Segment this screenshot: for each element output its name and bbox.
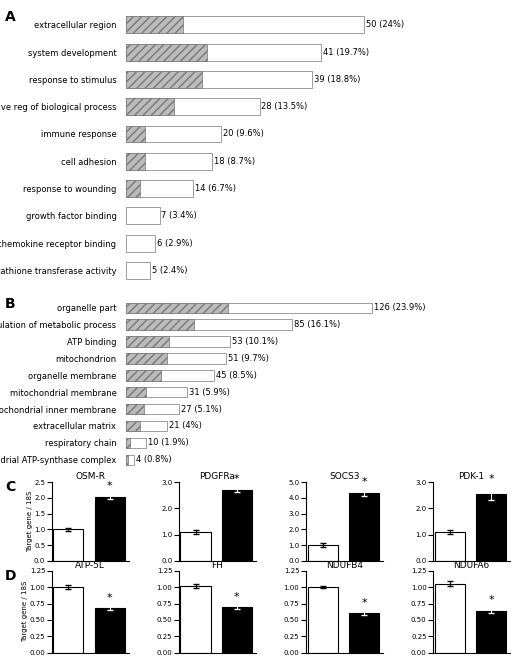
- Text: B: B: [5, 297, 16, 310]
- Bar: [126, 44, 207, 60]
- Bar: [180, 532, 211, 561]
- Bar: [126, 319, 195, 330]
- Bar: [54, 587, 83, 653]
- Text: 31 (5.9%): 31 (5.9%): [188, 388, 230, 397]
- Text: *: *: [488, 596, 494, 605]
- Text: C: C: [5, 480, 15, 494]
- Text: 27 (5.1%): 27 (5.1%): [181, 405, 221, 413]
- Bar: [180, 586, 211, 653]
- Text: 18 (8.7%): 18 (8.7%): [214, 157, 255, 166]
- Bar: [126, 71, 202, 88]
- Bar: [126, 180, 193, 197]
- Bar: [126, 438, 146, 448]
- Bar: [435, 584, 465, 653]
- Text: 51 (9.7%): 51 (9.7%): [228, 354, 268, 363]
- Bar: [126, 387, 186, 398]
- Bar: [126, 387, 146, 398]
- Bar: [126, 455, 134, 465]
- Bar: [126, 98, 174, 115]
- Text: *: *: [234, 592, 239, 602]
- Bar: [126, 353, 226, 363]
- Text: 50 (24%): 50 (24%): [366, 20, 404, 30]
- Bar: [126, 438, 130, 448]
- Bar: [126, 404, 144, 415]
- Bar: [476, 494, 506, 561]
- Bar: [435, 532, 465, 561]
- Text: 41 (19.7%): 41 (19.7%): [323, 48, 370, 56]
- Text: 10 (1.9%): 10 (1.9%): [148, 438, 188, 447]
- Title: FH: FH: [211, 561, 223, 570]
- Text: *: *: [107, 593, 113, 603]
- Text: *: *: [361, 477, 367, 487]
- Bar: [307, 545, 338, 561]
- Bar: [126, 153, 212, 170]
- Bar: [222, 490, 252, 561]
- Text: *: *: [361, 598, 367, 608]
- Bar: [476, 611, 506, 653]
- Text: 14 (6.7%): 14 (6.7%): [195, 184, 236, 193]
- Text: 53 (10.1%): 53 (10.1%): [232, 337, 278, 346]
- Bar: [126, 235, 154, 251]
- Title: NDUFA6: NDUFA6: [453, 561, 489, 570]
- Bar: [126, 353, 167, 363]
- Bar: [126, 180, 141, 197]
- Text: *: *: [107, 481, 113, 491]
- Bar: [126, 337, 169, 347]
- Bar: [95, 608, 125, 653]
- Text: 4 (0.8%): 4 (0.8%): [136, 455, 171, 464]
- Bar: [126, 302, 372, 313]
- Text: 28 (13.5%): 28 (13.5%): [262, 102, 308, 111]
- Bar: [222, 607, 252, 653]
- Bar: [126, 370, 161, 380]
- Bar: [307, 587, 338, 653]
- Text: 126 (23.9%): 126 (23.9%): [374, 303, 425, 312]
- Bar: [126, 319, 292, 330]
- Bar: [126, 302, 228, 313]
- Text: 20 (9.6%): 20 (9.6%): [224, 129, 264, 138]
- Bar: [126, 337, 230, 347]
- Bar: [126, 98, 260, 115]
- Bar: [126, 125, 221, 142]
- Bar: [126, 262, 150, 279]
- Bar: [126, 44, 321, 60]
- Title: PDGFRa: PDGFRa: [199, 472, 235, 482]
- Text: 21 (4%): 21 (4%): [169, 421, 202, 430]
- Bar: [349, 493, 379, 561]
- Text: 7 (3.4%): 7 (3.4%): [161, 211, 197, 220]
- Bar: [126, 455, 128, 465]
- Text: 6 (2.9%): 6 (2.9%): [157, 239, 192, 247]
- Bar: [126, 71, 312, 88]
- Bar: [126, 16, 365, 33]
- Bar: [126, 125, 145, 142]
- Bar: [126, 420, 140, 431]
- Text: A: A: [5, 10, 16, 24]
- Bar: [95, 497, 125, 561]
- Bar: [54, 529, 83, 561]
- Bar: [126, 207, 160, 224]
- Text: *: *: [488, 474, 494, 484]
- Text: *: *: [234, 474, 239, 483]
- Title: OSM-R: OSM-R: [75, 472, 105, 482]
- Text: 45 (8.5%): 45 (8.5%): [216, 371, 257, 380]
- Title: NDUFB4: NDUFB4: [325, 561, 363, 570]
- Text: 39 (18.8%): 39 (18.8%): [314, 75, 360, 84]
- Bar: [126, 404, 179, 415]
- Y-axis label: Target gene / 18S: Target gene / 18S: [22, 581, 28, 642]
- Bar: [126, 16, 183, 33]
- Title: ATP-5L: ATP-5L: [75, 561, 105, 570]
- Text: 5 (2.4%): 5 (2.4%): [152, 266, 187, 275]
- Bar: [126, 420, 167, 431]
- Title: PDK-1: PDK-1: [458, 472, 485, 482]
- Title: SOCS3: SOCS3: [329, 472, 359, 482]
- Bar: [349, 613, 379, 653]
- Text: D: D: [5, 569, 16, 583]
- Bar: [126, 370, 214, 380]
- Bar: [126, 153, 145, 170]
- Text: 85 (16.1%): 85 (16.1%): [294, 320, 340, 329]
- Y-axis label: Target gene / 18S: Target gene / 18S: [27, 491, 32, 552]
